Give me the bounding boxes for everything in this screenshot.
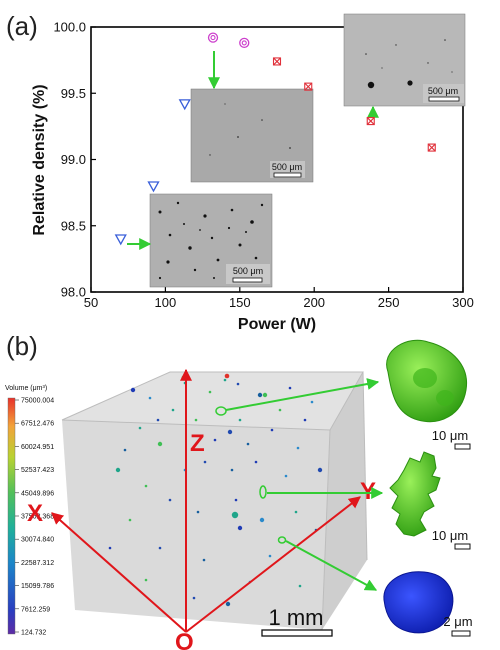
micrograph-inset-3: 500 μm (343, 13, 466, 107)
pore-callouts (215, 378, 384, 591)
y-ticks: 98.0 98.5 99.0 99.5 100.0 (53, 20, 96, 300)
data-point-triangle-down (114, 234, 127, 246)
colorbar-ticks: 75000.004 67512.476 60024.951 52537.423 4504… (15, 398, 54, 637)
data-markers (114, 32, 436, 246)
inset-3-scale-label: 500 μm (428, 86, 458, 96)
data-point-double-circle (239, 37, 250, 49)
colorbar-tick-label: 52537.423 (21, 467, 54, 474)
colorbar-tick-label: 124.732 (21, 630, 46, 637)
scale-bar-label: 1 mm (269, 605, 324, 630)
panel-b-label: (b) (6, 331, 38, 361)
pore-render-3: 2 μm (383, 571, 473, 637)
x-tick-label: 300 (452, 295, 474, 310)
colorbar-tick-label: 30074.840 (21, 537, 54, 544)
x-tick-label: 100 (155, 295, 177, 310)
y-tick-label: 100.0 (53, 20, 86, 35)
pore-2-scale-label: 10 μm (432, 528, 468, 543)
y-tick-label: 98.0 (61, 285, 86, 300)
colorbar-tick-label: 75000.004 (21, 398, 54, 405)
data-point-square-x (427, 143, 436, 152)
data-point-square-x (272, 57, 282, 66)
pore-render-2: 10 μm (389, 451, 471, 550)
x-tick-label: 200 (303, 295, 325, 310)
colorbar-tick-label: 67512.476 (21, 421, 54, 428)
x-tick-label: 250 (378, 295, 400, 310)
pore-render-1: 10 μm (386, 339, 471, 450)
colorbar-tick-label: 22587.312 (21, 560, 54, 567)
colorbar-tick-label: 45049.896 (21, 490, 54, 497)
pore-1-scale-label: 10 μm (432, 428, 468, 443)
colorbar-tick-label: 60024.951 (21, 444, 54, 451)
pore-3-scale-label: 2 μm (443, 614, 472, 629)
y-axis-label: Relative density (%) (31, 84, 48, 235)
colorbar-title: Volume (μm³) (5, 385, 47, 392)
y-tick-label: 99.0 (61, 152, 86, 167)
data-point-square-x (366, 117, 375, 126)
micrograph-inset-2: 500 μm (149, 193, 273, 288)
x-tick-label: 150 (229, 295, 251, 310)
colorbar (7, 397, 16, 635)
x-axis-label: Power (W) (238, 316, 316, 333)
data-point-square-x (304, 82, 313, 91)
density-plot: 50 100 150 200 250 300 98.098.599.099.5100.0 … (31, 13, 474, 333)
x-tick-label: 50 (84, 295, 98, 310)
colorbar-tick-label: 15099.786 (21, 583, 54, 590)
colorbar-tick-label: 7612.259 (21, 606, 50, 613)
micrograph-inset-1: 500 μm (190, 88, 314, 183)
scale-bar-1mm: 1 mm (261, 605, 333, 637)
data-point-double-circle (207, 32, 219, 43)
coordinate-axes: Z X Y O (27, 368, 376, 650)
volume-box (61, 371, 368, 631)
axis-y-label: Y (360, 478, 376, 505)
y-tick-label: 98.5 (61, 218, 86, 233)
inset-2-scale-label: 500 μm (233, 266, 263, 276)
panel-a-label: (a) (6, 11, 38, 41)
axis-z-label: Z (190, 430, 205, 457)
origin-label: O (175, 629, 194, 650)
x-ticks: 50 100 150 200 250 300 (84, 287, 474, 310)
data-point-triangle-down (178, 99, 191, 111)
y-tick-label: 99.5 (61, 86, 86, 101)
inset-1-scale-label: 500 μm (272, 162, 302, 172)
axis-x-label: X (27, 500, 43, 527)
colorbar-tick-label: 37562.368 (21, 514, 54, 521)
data-point-triangle-down (147, 181, 160, 193)
